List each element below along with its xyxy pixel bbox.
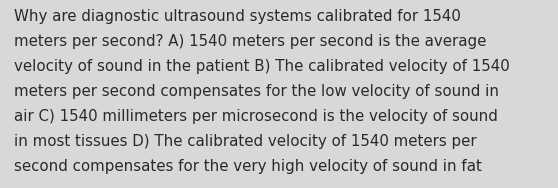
Text: meters per second compensates for the low velocity of sound in: meters per second compensates for the lo… bbox=[14, 84, 499, 99]
Text: air C) 1540 millimeters per microsecond is the velocity of sound: air C) 1540 millimeters per microsecond … bbox=[14, 109, 498, 124]
Text: second compensates for the very high velocity of sound in fat: second compensates for the very high vel… bbox=[14, 159, 482, 174]
Text: meters per second? A) 1540 meters per second is the average: meters per second? A) 1540 meters per se… bbox=[14, 34, 487, 49]
Text: Why are diagnostic ultrasound systems calibrated for 1540: Why are diagnostic ultrasound systems ca… bbox=[14, 9, 461, 24]
Text: in most tissues D) The calibrated velocity of 1540 meters per: in most tissues D) The calibrated veloci… bbox=[14, 134, 477, 149]
Text: velocity of sound in the patient B) The calibrated velocity of 1540: velocity of sound in the patient B) The … bbox=[14, 59, 509, 74]
